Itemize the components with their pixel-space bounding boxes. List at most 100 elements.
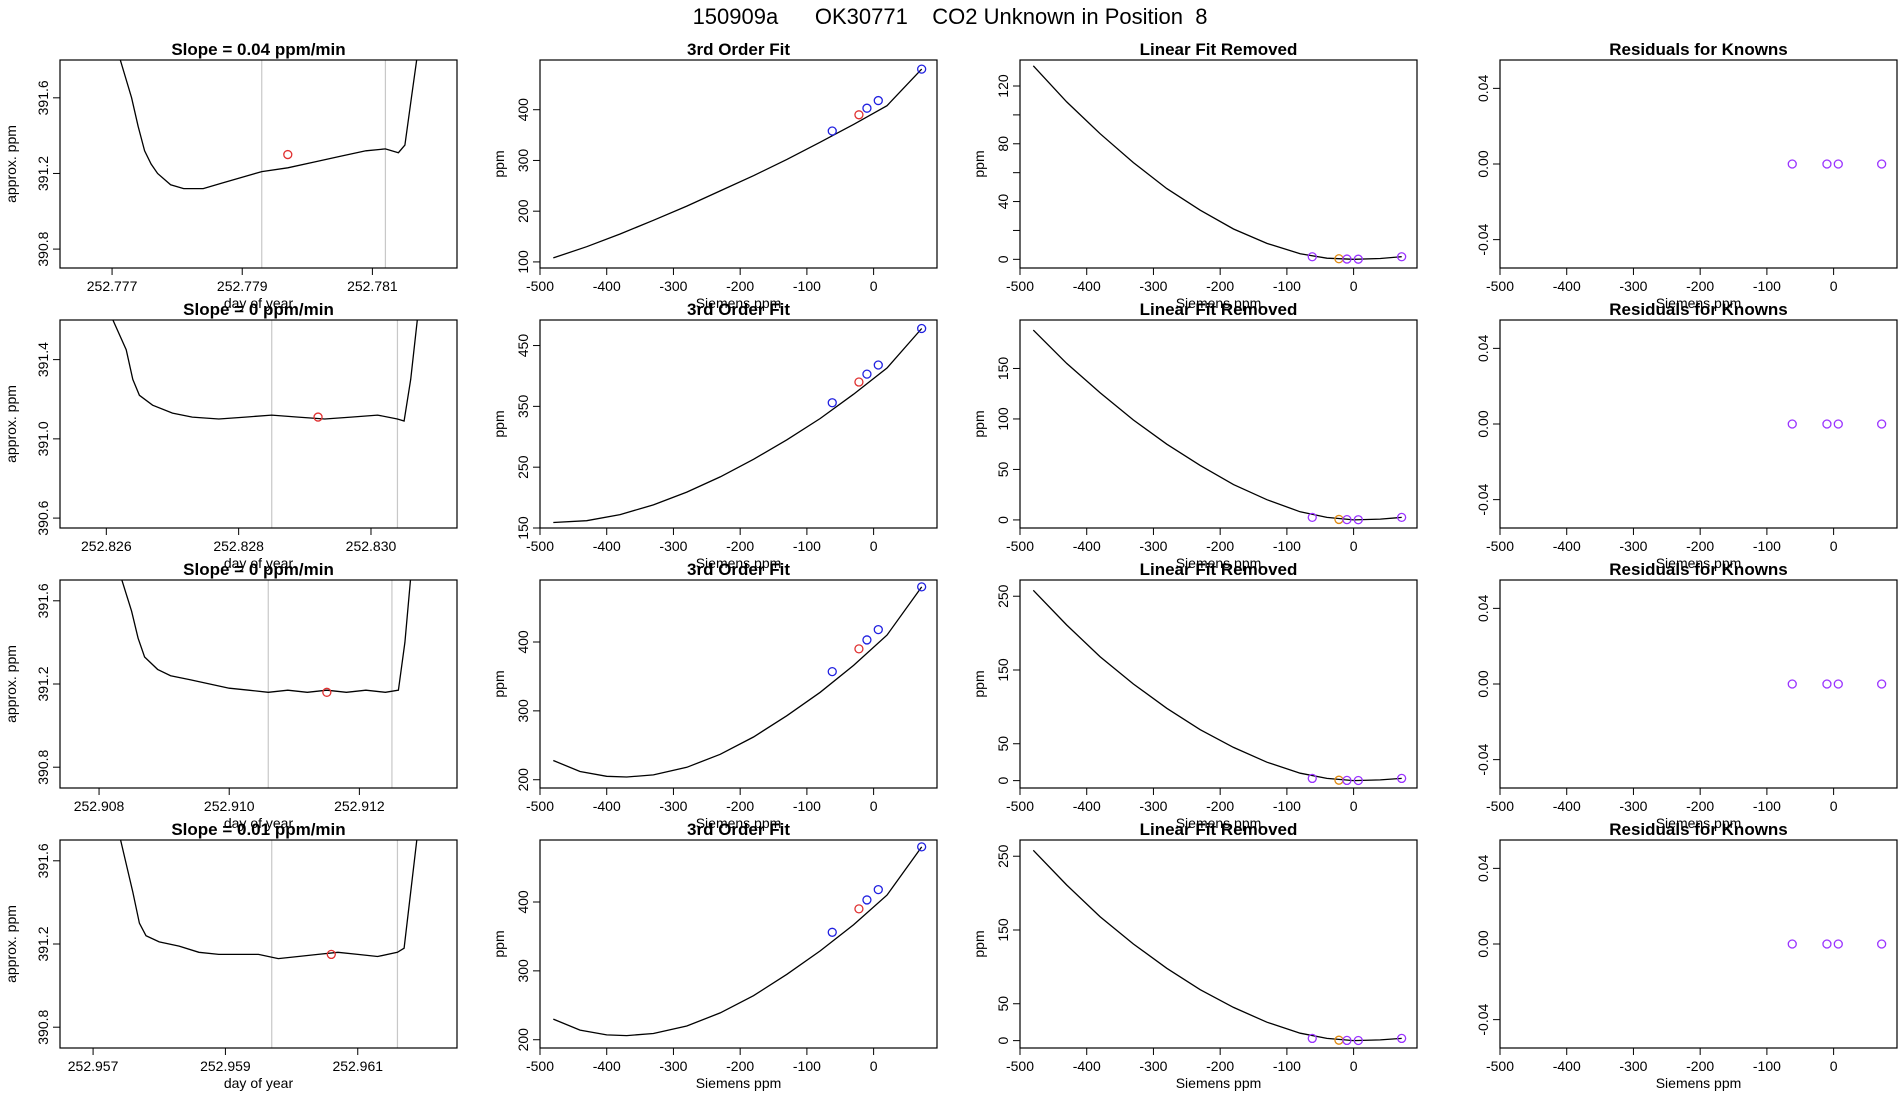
panel-2-4-xtick-label: -200 <box>1686 538 1714 554</box>
panel-1-4-xlabel: Siemens ppm <box>1656 295 1742 311</box>
panel-2-3-ytick-label: 150 <box>995 357 1011 381</box>
panel-3-3-point-purple <box>1397 773 1407 784</box>
panel-1-3-frame <box>1019 59 1418 269</box>
panel-1-3-ylabel: ppm <box>971 150 987 177</box>
panel-2-3-point-purple <box>1307 512 1317 523</box>
panel-2-2-ytick-label: 350 <box>515 394 531 418</box>
panel-4-1-xtick-label: 252.957 <box>68 1058 119 1074</box>
panel-4-1-xlabel: day of year <box>224 1075 294 1091</box>
panel-4-1-point-red <box>326 949 336 960</box>
panel-1-1-xlabel: day of year <box>224 295 294 311</box>
panel-1-2-xtick-label: -100 <box>793 278 821 294</box>
panel-3-3-ytick-label: 50 <box>995 736 1011 752</box>
panel-1-3-point-purple <box>1353 254 1363 264</box>
panel-4-2-ytick-label: 200 <box>515 1028 531 1052</box>
panel-1-2-point-blue <box>873 95 883 106</box>
panel-2-4-frame <box>1499 319 1898 529</box>
panel-1-3-xlabel: Siemens ppm <box>1176 295 1262 311</box>
panel-3-1-xtick-label: 252.908 <box>74 798 125 814</box>
panel-1-2-ylabel: ppm <box>491 150 507 177</box>
panel-1-2-xtick-label: -500 <box>526 278 554 294</box>
panel-4-3-ytick-label: 0 <box>995 1037 1011 1045</box>
panel-2-2-frame <box>539 319 938 529</box>
panel-1-1-ytick-label: 391.2 <box>35 156 51 191</box>
panel-1-3-point-purple <box>1342 254 1352 264</box>
panel-3-1-ylabel: approx. ppm <box>3 645 19 723</box>
panel-4-4-ytick-label: -0.04 <box>1475 1003 1491 1035</box>
panel-4-2-xlabel: Siemens ppm <box>696 1075 782 1091</box>
panel-2-2-xtick-label: -200 <box>726 538 754 554</box>
panel-1-2-point-blue <box>862 103 872 113</box>
panel-2-3-point-purple <box>1353 515 1363 525</box>
panel-2-2-xlabel: Siemens ppm <box>696 555 782 571</box>
panel-4-3-point-purple <box>1307 1033 1317 1044</box>
panel-4-3-point-purple <box>1342 1035 1352 1046</box>
panel-4-4-point-purple <box>1877 939 1887 949</box>
panel-1-1-ytick-label: 390.8 <box>35 231 51 266</box>
panel-4-4-xtick-label: -300 <box>1619 1058 1647 1074</box>
panel-1-3-ytick-label: 0 <box>995 255 1011 263</box>
panel-4-2-frame <box>539 839 938 1049</box>
panel-3-3-ytick-label: 0 <box>995 777 1011 785</box>
panel-2-1-xtick-label: 252.826 <box>81 538 132 554</box>
panel-3-3-xtick-label: -300 <box>1139 798 1167 814</box>
panel-3-2-series-fit <box>553 586 923 778</box>
panel-3-4-xlabel: Siemens ppm <box>1656 815 1742 831</box>
panel-4-4-xtick-label: -100 <box>1753 1058 1781 1074</box>
panel-1-2-ytick-label: 200 <box>515 199 531 223</box>
panel-3-4-point-purple <box>1787 679 1797 689</box>
panel-2-2-xtick-label: 0 <box>870 538 878 554</box>
panel-1-2-ytick-label: 100 <box>515 250 531 274</box>
panel-2-3-xtick-label: -300 <box>1139 538 1167 554</box>
panel-1-3-title: Linear Fit Removed <box>1140 40 1298 59</box>
panel-4-2-ylabel: ppm <box>491 930 507 957</box>
panel-1-4-frame <box>1499 59 1898 269</box>
panel-2-4-xtick-label: 0 <box>1830 538 1838 554</box>
panel-2-3-xtick-label: -400 <box>1073 538 1101 554</box>
panel-4-4-title: Residuals for Knowns <box>1609 820 1788 839</box>
panel-2-1-xlabel: day of year <box>224 555 294 571</box>
panel-2-2-point-blue <box>873 360 883 370</box>
panel-2-3-xtick-label: 0 <box>1350 538 1358 554</box>
panel-3-2-ylabel: ppm <box>491 670 507 697</box>
panel-2-1-frame <box>59 319 458 529</box>
panel-1-3-point-purple <box>1397 252 1407 262</box>
panel-4-4-point-purple <box>1822 939 1832 949</box>
panel-1-3-xtick-label: -400 <box>1073 278 1101 294</box>
panel-1-3-ytick-label: 80 <box>995 136 1011 152</box>
panel-1-3-ytick-label: 40 <box>995 194 1011 210</box>
panel-2-3-xlabel: Siemens ppm <box>1176 555 1262 571</box>
panel-2-1-ytick-label: 391.0 <box>35 421 51 456</box>
panel-1-3-xtick-label: -500 <box>1006 278 1034 294</box>
panel-1-4-ytick-label: -0.04 <box>1475 223 1491 255</box>
panel-1-1-ytick-label: 391.6 <box>35 80 51 115</box>
panel-2-1-series-trace <box>112 320 418 422</box>
panel-3-1-series-trace <box>121 580 412 693</box>
panel-1-4-xtick-label: -400 <box>1553 278 1581 294</box>
panel-2-4-xtick-label: -300 <box>1619 538 1647 554</box>
panel-3-3-series-residual-curve <box>1032 589 1402 782</box>
panel-3-2-point-blue <box>917 582 927 592</box>
panel-1-2-xtick-label: 0 <box>870 278 878 294</box>
panel-2-1-ylabel: approx. ppm <box>3 385 19 463</box>
panel-3-4-ytick-label: 0.04 <box>1475 595 1491 622</box>
panel-4-3-series-residual-curve <box>1032 849 1402 1042</box>
panel-4-3-xtick-label: -500 <box>1006 1058 1034 1074</box>
panel-3-4-xtick-label: -400 <box>1553 798 1581 814</box>
panel-1-2-xtick-label: -400 <box>593 278 621 294</box>
panel-2-1-ytick-label: 391.4 <box>35 342 51 377</box>
panel-4-3-point-purple <box>1353 1035 1363 1046</box>
panel-3-4-point-purple <box>1877 679 1887 689</box>
figure-title: 150909a OK30771 CO2 Unknown in Position … <box>692 4 1208 29</box>
panel-1-3-xtick-label: -200 <box>1206 278 1234 294</box>
panel-3-3-ytick-label: 150 <box>995 658 1011 682</box>
panel-1-2-ytick-label: 400 <box>515 98 531 122</box>
panel-4-3-title: Linear Fit Removed <box>1140 820 1298 839</box>
panel-4-2-ytick-label: 300 <box>515 959 531 983</box>
panel-2-4-xlabel: Siemens ppm <box>1656 555 1742 571</box>
panel-4-1-xtick-label: 252.961 <box>332 1058 383 1074</box>
panel-1-3-xtick-label: 0 <box>1350 278 1358 294</box>
panel-4-3-xtick-label: -400 <box>1073 1058 1101 1074</box>
panel-1-4-xtick-label: -300 <box>1619 278 1647 294</box>
panel-2-2-point-blue <box>862 369 872 379</box>
